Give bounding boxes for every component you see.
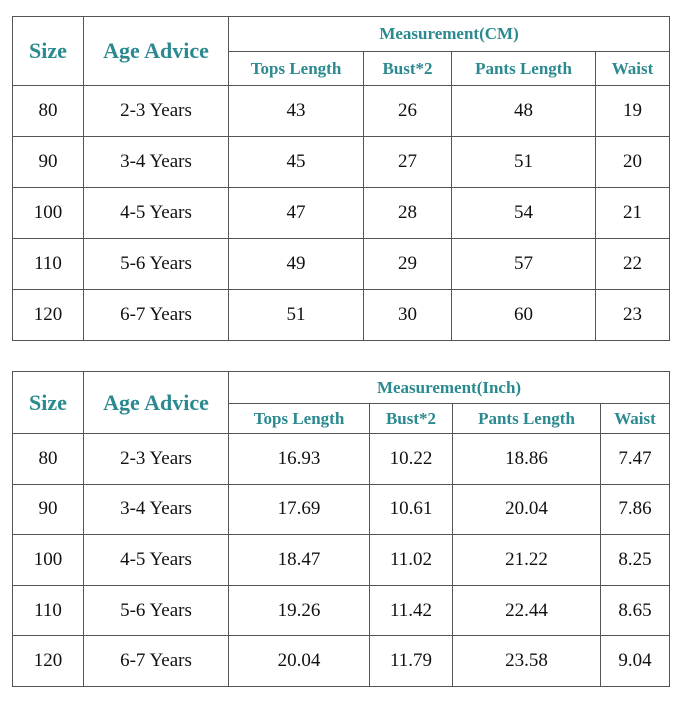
table-row: 90 3-4 Years 17.69 10.61 20.04 7.86: [12, 483, 671, 536]
table-cell: 30: [363, 289, 452, 341]
table-cell: 45: [228, 136, 364, 188]
table-cell: 120: [12, 635, 84, 687]
table-cell: 80: [12, 85, 84, 137]
table-cell: 20: [594, 136, 671, 188]
table-cell: 43: [228, 85, 364, 137]
column-header: Waist: [594, 51, 671, 86]
table-cell: 10.61: [369, 483, 453, 536]
table-cell: 11.42: [369, 584, 453, 637]
column-header: Bust*2: [363, 51, 452, 86]
table-cell: 18.86: [452, 433, 601, 485]
table-cell: 47: [228, 187, 364, 239]
column-header: Tops Length: [228, 403, 370, 434]
table-cell: 51: [228, 289, 364, 341]
table-cell: 3-4 Years: [83, 136, 229, 188]
table-cell: 3-4 Years: [83, 483, 229, 536]
size-table-cm: Size Age Advice Measurement(CM) Tops Length…: [12, 16, 671, 341]
table-cell: 100: [12, 534, 84, 586]
column-header: Tops Length: [228, 51, 364, 86]
table-cell: 28: [363, 187, 452, 239]
table-cell: 19: [594, 85, 671, 137]
table-cell: 48: [451, 85, 596, 137]
table-cell: 11.79: [369, 635, 453, 687]
size-header: Size: [12, 16, 84, 86]
table-cell: 21.22: [452, 534, 601, 586]
age-header: Age Advice: [83, 371, 229, 434]
table-cell: 23: [594, 289, 671, 341]
table-cell: 60: [451, 289, 596, 341]
table-cell: 49: [228, 238, 364, 290]
table-cell: 7.86: [599, 483, 671, 536]
table-row: 100 4-5 Years 47 28 54 21: [12, 187, 671, 239]
table-cell: 90: [12, 136, 84, 188]
column-header: Pants Length: [452, 403, 601, 434]
column-header: Pants Length: [451, 51, 596, 86]
table-cell: 20.04: [452, 483, 601, 536]
table-cell: 54: [451, 187, 596, 239]
measurement-header: Measurement(Inch): [227, 371, 671, 404]
table-row: 90 3-4 Years 45 27 51 20: [12, 136, 671, 188]
age-header: Age Advice: [83, 16, 229, 86]
table-cell: 20.04: [228, 635, 370, 687]
table-cell: 21: [594, 187, 671, 239]
table-cell: 100: [12, 187, 84, 239]
table-cell: 57: [451, 238, 596, 290]
table-cell: 4-5 Years: [83, 187, 229, 239]
table-cell: 120: [12, 289, 84, 341]
table-row: 80 2-3 Years 43 26 48 19: [12, 85, 671, 137]
measurement-header: Measurement(CM): [227, 16, 671, 52]
table-cell: 110: [12, 584, 84, 637]
table-cell: 22.44: [452, 584, 601, 637]
table-cell: 6-7 Years: [83, 289, 229, 341]
table-row: 120 6-7 Years 51 30 60 23: [12, 289, 671, 341]
table-cell: 10.22: [369, 433, 453, 485]
size-header: Size: [12, 371, 84, 434]
table-cell: 6-7 Years: [83, 635, 229, 687]
table-cell: 11.02: [369, 534, 453, 586]
table-cell: 18.47: [228, 534, 370, 586]
column-header: Bust*2: [369, 403, 453, 434]
table-cell: 51: [451, 136, 596, 188]
table-cell: 29: [363, 238, 452, 290]
table-cell: 5-6 Years: [83, 238, 229, 290]
table-cell: 90: [12, 483, 84, 536]
table-cell: 23.58: [452, 635, 601, 687]
table-cell: 7.47: [599, 433, 671, 485]
table-cell: 5-6 Years: [83, 584, 229, 637]
table-cell: 27: [363, 136, 452, 188]
table-cell: 2-3 Years: [83, 85, 229, 137]
table-row: 110 5-6 Years 49 29 57 22: [12, 238, 671, 290]
table-cell: 17.69: [228, 483, 370, 536]
table-cell: 4-5 Years: [83, 534, 229, 586]
table-cell: 9.04: [599, 635, 671, 687]
table-cell: 16.93: [228, 433, 370, 485]
table-cell: 8.25: [599, 534, 671, 586]
table-cell: 22: [594, 238, 671, 290]
table-row: 100 4-5 Years 18.47 11.02 21.22 8.25: [12, 534, 671, 586]
table-cell: 19.26: [228, 584, 370, 637]
column-header: Waist: [599, 403, 671, 434]
table-cell: 2-3 Years: [83, 433, 229, 485]
size-table-inch: Size Age Advice Measurement(Inch) Tops Leng…: [12, 371, 671, 687]
table-cell: 26: [363, 85, 452, 137]
table-row: 80 2-3 Years 16.93 10.22 18.86 7.47: [12, 433, 671, 485]
table-row: 110 5-6 Years 19.26 11.42 22.44 8.65: [12, 584, 671, 637]
table-cell: 8.65: [599, 584, 671, 637]
table-cell: 80: [12, 433, 84, 485]
table-cell: 110: [12, 238, 84, 290]
table-row: 120 6-7 Years 20.04 11.79 23.58 9.04: [12, 635, 671, 687]
